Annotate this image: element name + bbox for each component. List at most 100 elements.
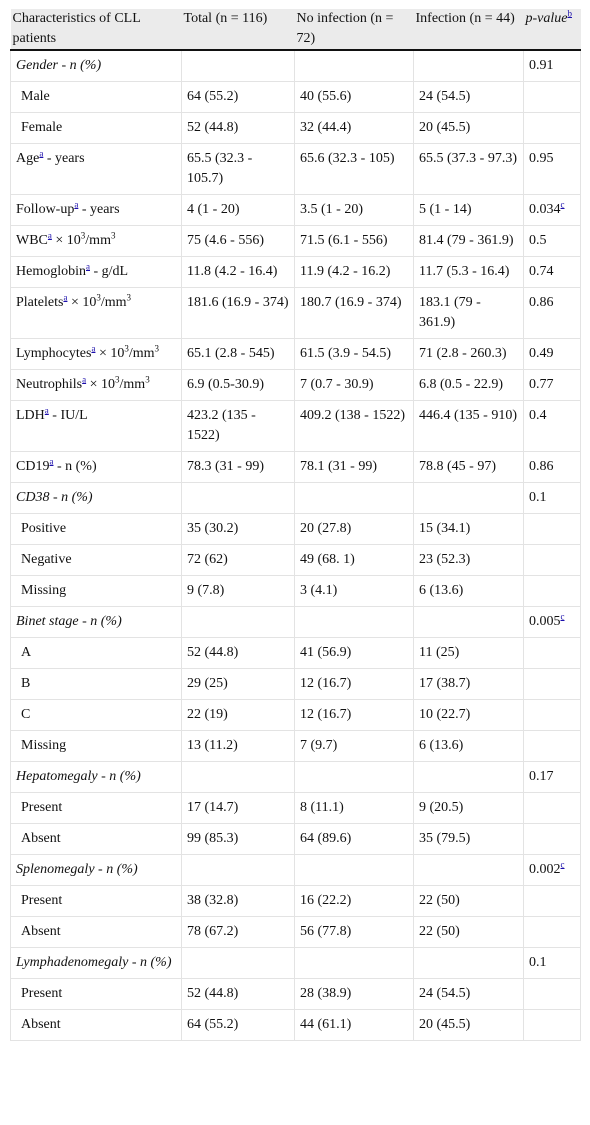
no-infection-cell: 64 (89.6) [294, 823, 414, 855]
no-infection-cell-value: 61.5 (3.9 - 54.5) [300, 346, 391, 361]
infection-cell: 6.8 (0.5 - 22.9) [413, 369, 524, 401]
unit-text: - years [43, 151, 85, 166]
total-cell [181, 482, 295, 514]
infection-cell [413, 947, 524, 979]
no-infection-cell-value: 56 (77.8) [300, 924, 352, 939]
infection-cell: 65.5 (37.3 - 97.3) [413, 143, 524, 195]
characteristic-cell: Male [10, 81, 182, 113]
no-infection-cell-value: 49 (68. 1) [300, 552, 355, 567]
table-row: Absent 78 (67.2) 56 (77.8) 22 (50) [10, 916, 581, 948]
p-value-cell [523, 1009, 581, 1041]
characteristic-label: Missing [21, 583, 67, 598]
characteristic-cell: Binet stage - n (%) [10, 606, 182, 638]
footnote-link-a[interactable]: a [91, 343, 96, 354]
characteristic-cell: Absent [10, 916, 182, 948]
total-cell-value: 4 (1 - 20) [187, 202, 240, 217]
footnote-link-c[interactable]: c [560, 611, 565, 622]
infection-cell-value: 24 (54.5) [419, 986, 471, 1001]
characteristic-label: Neutrophils [16, 377, 83, 392]
characteristic-label: Absent [21, 924, 61, 939]
characteristic-cell: Lymphocytesa × 103/mm3 [10, 338, 182, 370]
infection-cell: 11 (25) [413, 637, 524, 669]
footnote-link-a[interactable]: a [47, 230, 52, 241]
unit-text: × 10 [67, 295, 97, 310]
total-cell: 64 (55.2) [181, 1009, 295, 1041]
total-cell: 38 (32.8) [181, 885, 295, 917]
no-infection-cell-value: 8 (11.1) [300, 800, 344, 815]
characteristic-cell: C [10, 699, 182, 731]
header-p-value: p-valueb [523, 8, 581, 51]
total-cell-value: 22 (19) [187, 707, 228, 722]
infection-cell: 6 (13.6) [413, 575, 524, 607]
footnote-link-b[interactable]: b [567, 8, 572, 19]
total-cell-value: 423.2 (135 - 1522) [187, 408, 256, 443]
total-cell: 78.3 (31 - 99) [181, 451, 295, 483]
total-cell-value: 9 (7.8) [187, 583, 225, 598]
table-header: Characteristics of CLL patients Total (n… [10, 8, 581, 51]
p-value-cell: 0.49 [523, 338, 581, 370]
p-value-cell: 0.005c [523, 606, 581, 638]
footnote-link-a[interactable]: a [63, 292, 68, 303]
p-value-cell [523, 575, 581, 607]
total-cell [181, 761, 295, 793]
no-infection-cell: 71.5 (6.1 - 556) [294, 225, 414, 257]
infection-cell-value: 81.4 (79 - 361.9) [419, 233, 514, 248]
no-infection-cell: 40 (55.6) [294, 81, 414, 113]
no-infection-cell: 11.9 (4.2 - 16.2) [294, 256, 414, 288]
infection-cell-value: 17 (38.7) [419, 676, 471, 691]
p-value-cell: 0.74 [523, 256, 581, 288]
no-infection-cell: 7 (9.7) [294, 730, 414, 762]
characteristic-cell: Neutrophilsa × 103/mm3 [10, 369, 182, 401]
p-value-cell [523, 544, 581, 576]
total-cell: 423.2 (135 - 1522) [181, 400, 295, 452]
unit-text: × 10 [51, 233, 81, 248]
characteristic-label: A [21, 645, 32, 660]
infection-cell [413, 606, 524, 638]
unit-text: /mm [128, 346, 155, 361]
no-infection-cell: 7 (0.7 - 30.9) [294, 369, 414, 401]
p-value-cell [523, 792, 581, 824]
table-row: Missing 9 (7.8) 3 (4.1) 6 (13.6) [10, 575, 581, 607]
infection-cell: 22 (50) [413, 916, 524, 948]
p-value-cell: 0.91 [523, 50, 581, 82]
table-row: Absent 64 (55.2) 44 (61.1) 20 (45.5) [10, 1009, 581, 1041]
p-value-cell [523, 668, 581, 700]
infection-cell-value: 22 (50) [419, 893, 460, 908]
characteristic-label: WBC [16, 233, 48, 248]
characteristic-cell: Positive [10, 513, 182, 545]
infection-cell-value: 6.8 (0.5 - 22.9) [419, 377, 503, 392]
p-value-cell: 0.95 [523, 143, 581, 195]
total-cell: 6.9 (0.5-30.9) [181, 369, 295, 401]
table-row: Female 52 (44.8) 32 (44.4) 20 (45.5) [10, 112, 581, 144]
p-value: 0.5 [529, 233, 547, 248]
p-value: 0.86 [529, 295, 554, 310]
footnote-link-a[interactable]: a [39, 148, 44, 159]
p-value-cell [523, 81, 581, 113]
total-cell: 9 (7.8) [181, 575, 295, 607]
no-infection-cell-value: 7 (9.7) [300, 738, 338, 753]
characteristic-cell: CD38 - n (%) [10, 482, 182, 514]
footnote-link-c[interactable]: c [560, 199, 565, 210]
footnote-link-c[interactable]: c [560, 859, 565, 870]
p-value-cell: 0.034c [523, 194, 581, 226]
total-cell-value: 64 (55.2) [187, 1017, 239, 1032]
characteristic-cell: Follow-upa - years [10, 194, 182, 226]
footnote-link-a[interactable]: a [74, 199, 79, 210]
p-value-cell: 0.17 [523, 761, 581, 793]
footnote-link-a[interactable]: a [82, 374, 87, 385]
total-cell-value: 75 (4.6 - 556) [187, 233, 264, 248]
p-value-cell: 0.002c [523, 854, 581, 886]
footnote-link-a[interactable]: a [49, 456, 54, 467]
infection-cell: 35 (79.5) [413, 823, 524, 855]
total-cell [181, 606, 295, 638]
footnote-link-a[interactable]: a [86, 261, 90, 272]
characteristic-cell: Present [10, 978, 182, 1010]
exponent: 3 [115, 374, 120, 385]
no-infection-cell-value: 16 (22.2) [300, 893, 352, 908]
table-row: C 22 (19) 12 (16.7) 10 (22.7) [10, 699, 581, 731]
p-value-cell [523, 513, 581, 545]
p-value-cell: 0.1 [523, 947, 581, 979]
footnote-link-a[interactable]: a [44, 405, 49, 416]
infection-cell: 24 (54.5) [413, 978, 524, 1010]
p-value-cell: 0.4 [523, 400, 581, 452]
